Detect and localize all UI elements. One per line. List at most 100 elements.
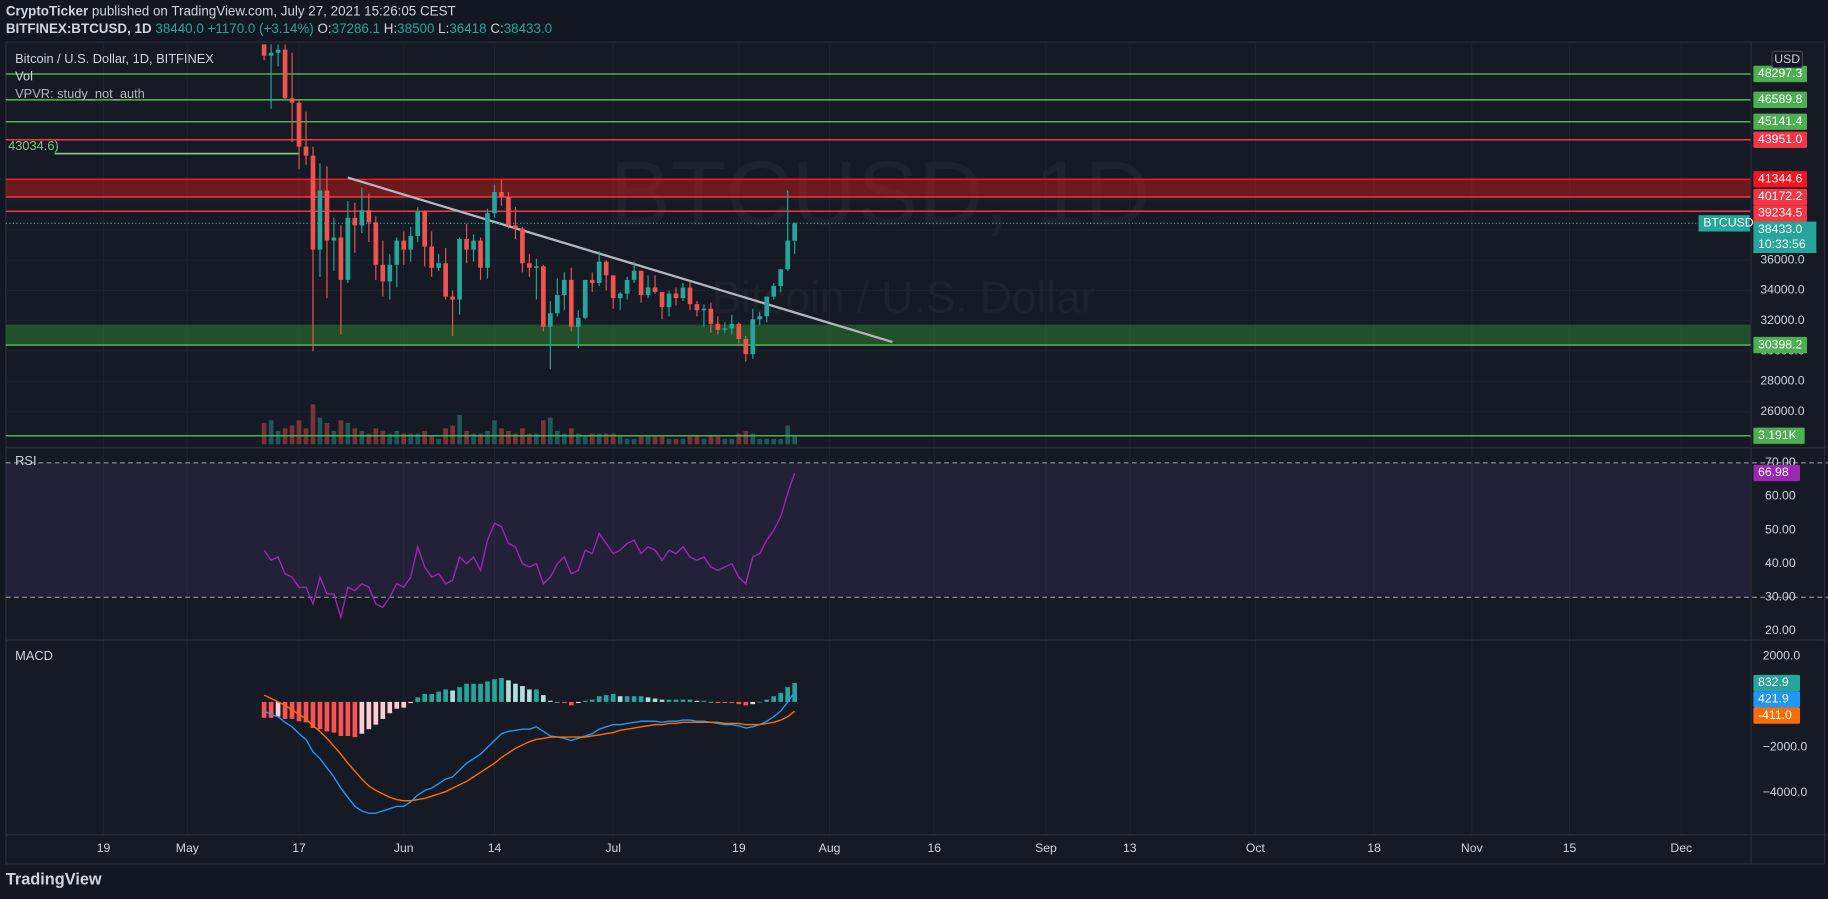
- macd-hist: [652, 698, 658, 702]
- volume-bar: [471, 433, 476, 445]
- hist-label-box: [1753, 674, 1801, 692]
- volume-bar: [338, 420, 344, 445]
- macd-hist: [436, 691, 441, 702]
- macd-hist: [701, 700, 707, 702]
- published: published on TradingView.com, July 27, 2…: [92, 3, 456, 18]
- x-tick-label: Dec: [1670, 841, 1692, 855]
- candle-body: [387, 264, 393, 282]
- c-key: C:: [490, 21, 503, 36]
- volume-bar: [701, 438, 707, 445]
- volume-bar: [464, 430, 469, 445]
- volume-bar: [429, 436, 434, 445]
- macd-hist: [296, 701, 302, 722]
- candle-body: [666, 293, 672, 308]
- candle-body: [715, 323, 721, 330]
- volume-bar: [638, 436, 644, 445]
- volume-bar: [534, 433, 539, 445]
- x-tick-label: 18: [1367, 841, 1381, 855]
- candle-body: [743, 338, 749, 355]
- volume-bar: [548, 417, 553, 445]
- volume-bar: [527, 433, 532, 445]
- macd-hist: [331, 701, 337, 733]
- volume-bar: [666, 438, 672, 445]
- candle-body: [750, 319, 756, 355]
- macd-hist: [736, 701, 742, 705]
- o-val: 37286.1: [332, 21, 380, 36]
- symbol: BITFINEX:BTCUSD, 1D: [6, 21, 152, 36]
- last-price-box: [1753, 221, 1817, 253]
- macd-hist: [589, 699, 595, 702]
- candle-body: [624, 279, 630, 294]
- volume-bar: [631, 438, 637, 445]
- candle-body: [436, 263, 441, 268]
- macd-hist: [666, 699, 672, 702]
- zone: [5, 179, 1752, 198]
- rsi-band: [5, 462, 1752, 598]
- macd-hist: [554, 701, 560, 703]
- macd-hist: [415, 697, 421, 702]
- candle-body: [736, 323, 742, 339]
- candle-body: [506, 196, 511, 226]
- volume-bar: [457, 414, 462, 445]
- macd-hist: [317, 701, 323, 730]
- macd-hist: [387, 701, 393, 714]
- volume-bar: [610, 433, 616, 445]
- candle-body: [645, 287, 651, 296]
- level-label-box: [1753, 65, 1808, 83]
- candle-body: [652, 287, 658, 293]
- volume-bar: [422, 430, 428, 445]
- level-label-box: [1753, 91, 1808, 108]
- candle-body: [373, 222, 379, 265]
- candle-body: [464, 239, 469, 250]
- volume-bar: [359, 430, 365, 445]
- signal-line: [263, 694, 796, 802]
- macd-hist: [429, 693, 434, 702]
- volume-bar: [268, 420, 274, 445]
- c-val: 38433.0: [504, 21, 552, 36]
- candle-body: [596, 261, 602, 283]
- x-tick-label: Jun: [394, 841, 414, 855]
- volume-bar: [771, 438, 777, 445]
- publisher: CryptoTicker: [6, 3, 89, 18]
- left-level-label: 43034.6): [8, 138, 59, 153]
- level-label: 43951.0: [1758, 132, 1802, 146]
- volume-bar: [715, 436, 721, 445]
- candle-body: [610, 275, 616, 299]
- volume-bar: [415, 433, 421, 445]
- x-tick-label: Jul: [605, 841, 621, 855]
- macd-hist: [582, 700, 588, 702]
- rsi-label: 66.98: [1758, 465, 1789, 479]
- candle-body: [582, 279, 588, 318]
- volume-bar: [652, 436, 658, 445]
- candle-body: [785, 240, 791, 270]
- candle-body: [275, 49, 281, 53]
- macd-hist: [722, 701, 728, 704]
- candle-body: [554, 295, 560, 314]
- volume-bar: [617, 436, 623, 445]
- l-key: L:: [438, 21, 449, 36]
- level-label: 46589.8: [1758, 92, 1802, 106]
- y-tick-label: 32000.0: [1760, 313, 1804, 327]
- macd-hist: [275, 701, 281, 717]
- candle-body: [694, 304, 700, 311]
- macd-hist: [492, 679, 497, 702]
- macd-hist: [373, 701, 379, 725]
- macd-hist: [478, 683, 483, 702]
- macd-hist: [708, 701, 714, 703]
- change: +1170.0 (+3.14%): [208, 21, 314, 36]
- x-tick-label: Aug: [819, 841, 841, 855]
- macd-hist: [261, 701, 267, 718]
- level-label-box: [1753, 188, 1808, 206]
- x-tick-label: 19: [97, 841, 111, 855]
- macd-tick-label: 2000.0: [1763, 649, 1801, 663]
- macd-hist: [513, 683, 518, 702]
- macd-hist: [610, 693, 616, 702]
- volume-bar: [331, 430, 337, 445]
- last-name: BTCUSD: [1703, 216, 1753, 230]
- hist-label: 832.9: [1758, 675, 1789, 689]
- macd-hist: [268, 701, 274, 718]
- candle-body: [778, 269, 784, 286]
- candle-body: [575, 317, 581, 327]
- volume-bar: [261, 422, 267, 445]
- x-tick-label: 15: [1563, 841, 1577, 855]
